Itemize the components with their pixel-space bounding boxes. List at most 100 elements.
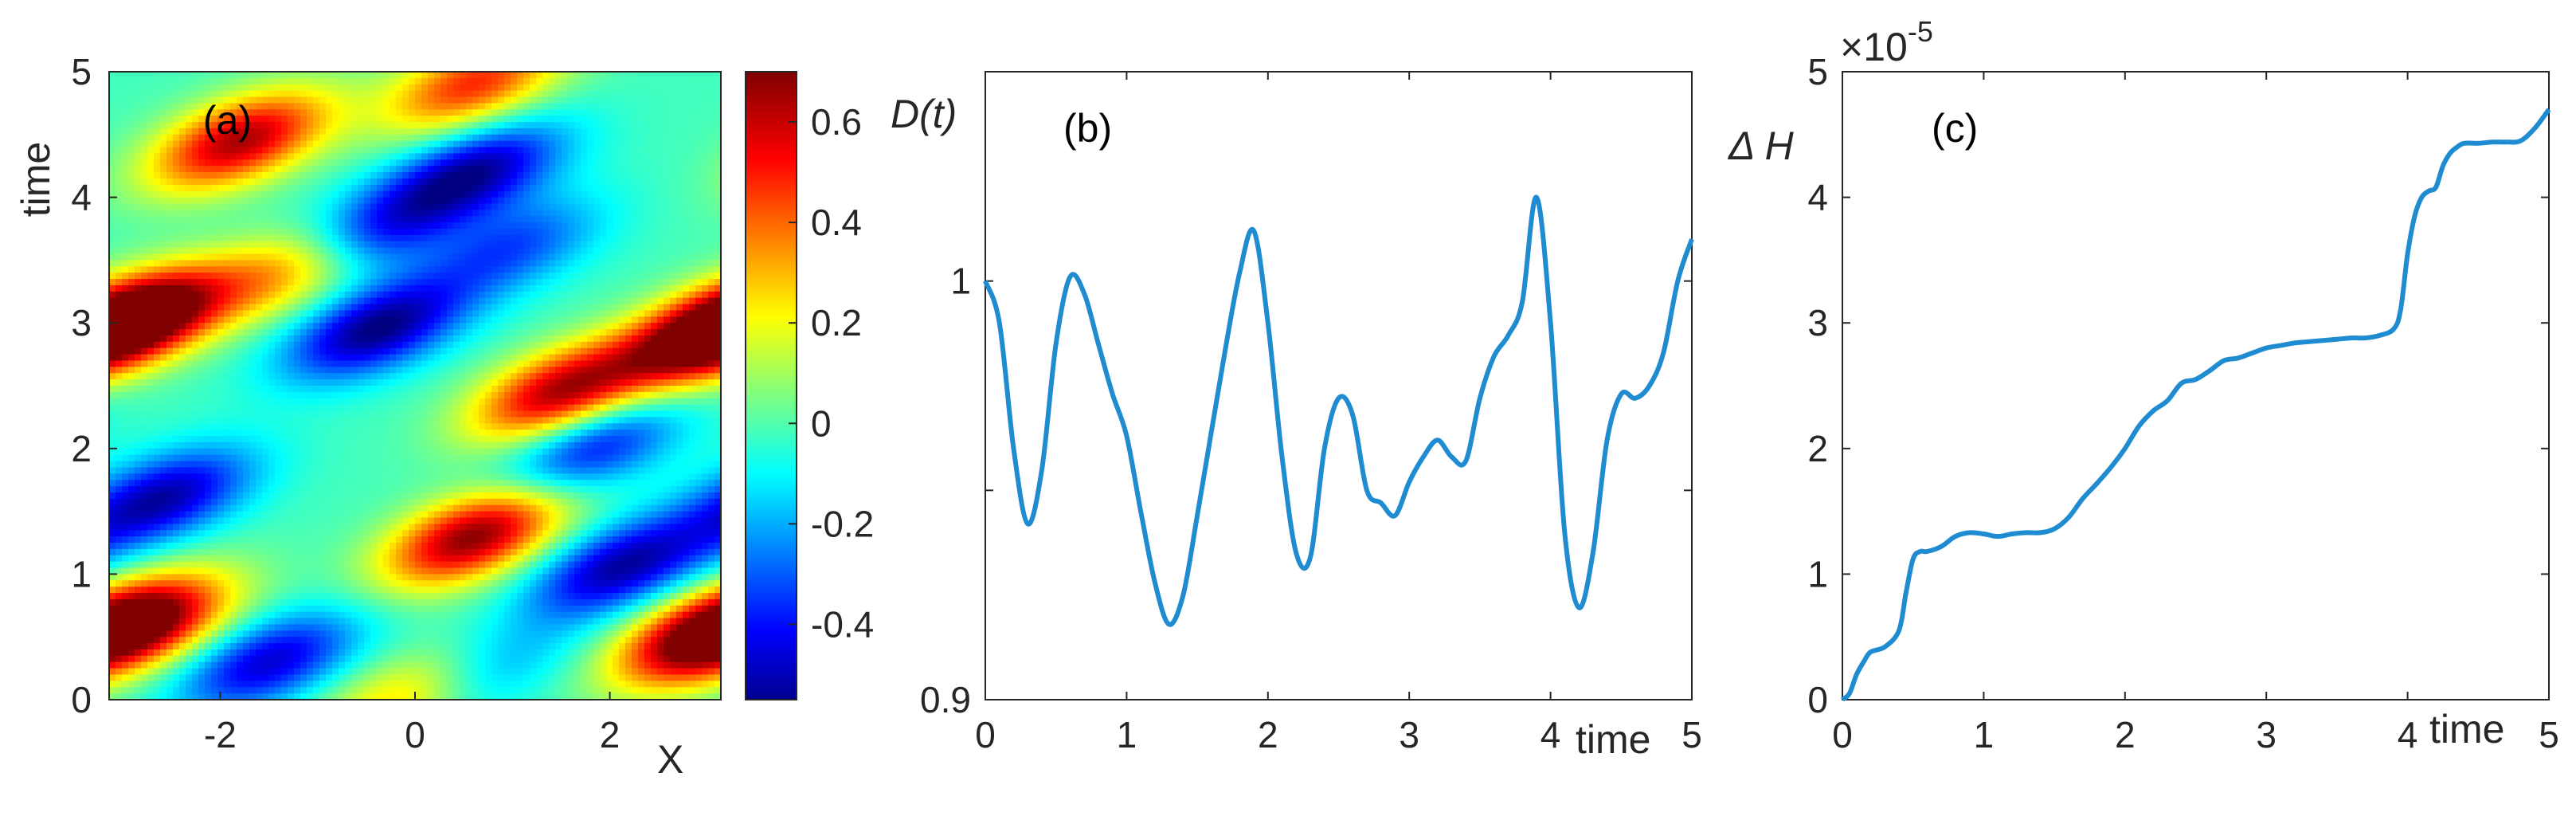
heatmap-cell	[644, 210, 652, 217]
heatmap-cell	[530, 253, 537, 261]
heatmap-cell	[479, 178, 486, 186]
heatmap-cell	[396, 354, 403, 362]
heatmap-cell	[115, 96, 123, 104]
heatmap-cell	[638, 96, 645, 104]
heatmap-cell	[664, 304, 671, 312]
heatmap-cell	[415, 77, 422, 85]
heatmap-cell	[683, 203, 690, 210]
heatmap-cell	[275, 166, 282, 173]
heatmap-cell	[275, 391, 282, 399]
heatmap-cell	[466, 166, 473, 173]
heatmap-cell	[211, 134, 218, 142]
heatmap-cell	[434, 354, 441, 362]
heatmap-cell	[421, 354, 429, 362]
heatmap-cell	[166, 260, 174, 267]
heatmap-cell	[555, 153, 562, 160]
heatmap-cell	[281, 253, 288, 261]
heatmap-cell	[186, 197, 193, 205]
heatmap-cell	[192, 77, 199, 85]
heatmap-cell	[421, 284, 429, 292]
heatmap-cell	[332, 253, 339, 261]
heatmap-cell	[351, 297, 358, 305]
heatmap-cell	[160, 323, 167, 330]
heatmap-cell	[364, 391, 371, 399]
heatmap-cell	[708, 134, 715, 142]
heatmap-cell	[402, 360, 409, 367]
heatmap-cell	[670, 323, 677, 330]
heatmap-cell	[115, 341, 123, 349]
heatmap-cell	[186, 234, 193, 242]
heatmap-cell	[536, 297, 543, 305]
heatmap-cell	[613, 284, 620, 292]
heatmap-cell	[281, 367, 288, 374]
heatmap-cell	[147, 116, 155, 123]
heatmap-cell	[173, 279, 180, 286]
heatmap-cell	[434, 329, 441, 336]
heatmap-cell	[249, 172, 256, 179]
heatmap-cell	[205, 247, 212, 255]
heatmap-cell	[115, 203, 123, 210]
heatmap-cell	[702, 222, 709, 230]
heatmap-cell	[625, 197, 632, 205]
heatmap-cell	[211, 197, 218, 205]
heatmap-cell	[268, 190, 276, 198]
heatmap-cell	[141, 166, 148, 173]
heatmap-cell	[230, 153, 237, 160]
heatmap-cell	[657, 153, 664, 160]
heatmap-cell	[606, 172, 613, 179]
heatmap-cell	[364, 210, 371, 217]
heatmap-cell	[714, 284, 722, 292]
heatmap-cell	[613, 122, 620, 129]
heatmap-cell	[243, 210, 250, 217]
heatmap-cell	[249, 103, 256, 110]
heatmap-cell	[472, 216, 480, 223]
heatmap-cell	[651, 323, 658, 330]
heatmap-cell	[581, 210, 588, 217]
heatmap-cell	[345, 347, 352, 355]
heatmap-cell	[160, 386, 167, 393]
heatmap-cell	[702, 234, 709, 242]
heatmap-cell	[625, 77, 632, 85]
heatmap-cell	[498, 172, 505, 179]
heatmap-cell	[670, 147, 677, 155]
heatmap-cell	[332, 140, 339, 148]
heatmap-cell	[345, 297, 352, 305]
heatmap-cell	[288, 367, 295, 374]
heatmap-cell	[217, 90, 225, 98]
heatmap-cell	[147, 159, 155, 167]
heatmap-cell	[237, 323, 244, 330]
heatmap-cell	[511, 140, 518, 148]
heatmap-cell	[141, 122, 148, 129]
heatmap-cell	[383, 335, 390, 343]
heatmap-cell	[676, 197, 683, 205]
heatmap-cell	[453, 116, 460, 123]
heatmap-cell	[428, 153, 435, 160]
heatmap-cell	[300, 190, 307, 198]
heatmap-cell	[466, 210, 473, 217]
heatmap-cell	[638, 323, 645, 330]
heatmap-cell	[460, 140, 467, 148]
heatmap-cell	[440, 341, 448, 349]
heatmap-cell	[339, 284, 346, 292]
heatmap-cell	[205, 323, 212, 330]
heatmap-cell	[268, 210, 276, 217]
heatmap-cell	[122, 304, 129, 312]
heatmap-cell	[606, 335, 613, 343]
heatmap-cell	[141, 109, 148, 116]
heatmap-cell	[409, 172, 416, 179]
heatmap-cell	[147, 103, 155, 110]
heatmap-cell	[217, 147, 225, 155]
heatmap-cell	[581, 247, 588, 255]
heatmap-cell	[428, 222, 435, 230]
heatmap-cell	[224, 379, 231, 386]
heatmap-cell	[351, 260, 358, 267]
heatmap-cell	[644, 329, 652, 336]
heatmap-cell	[530, 122, 537, 129]
heatmap-cell	[638, 178, 645, 186]
heatmap-cell	[198, 273, 206, 280]
heatmap-cell	[256, 128, 263, 135]
heatmap-cell	[198, 172, 206, 179]
heatmap-cell	[485, 166, 492, 173]
heatmap-cell	[542, 166, 550, 173]
heatmap-cell	[632, 109, 639, 116]
